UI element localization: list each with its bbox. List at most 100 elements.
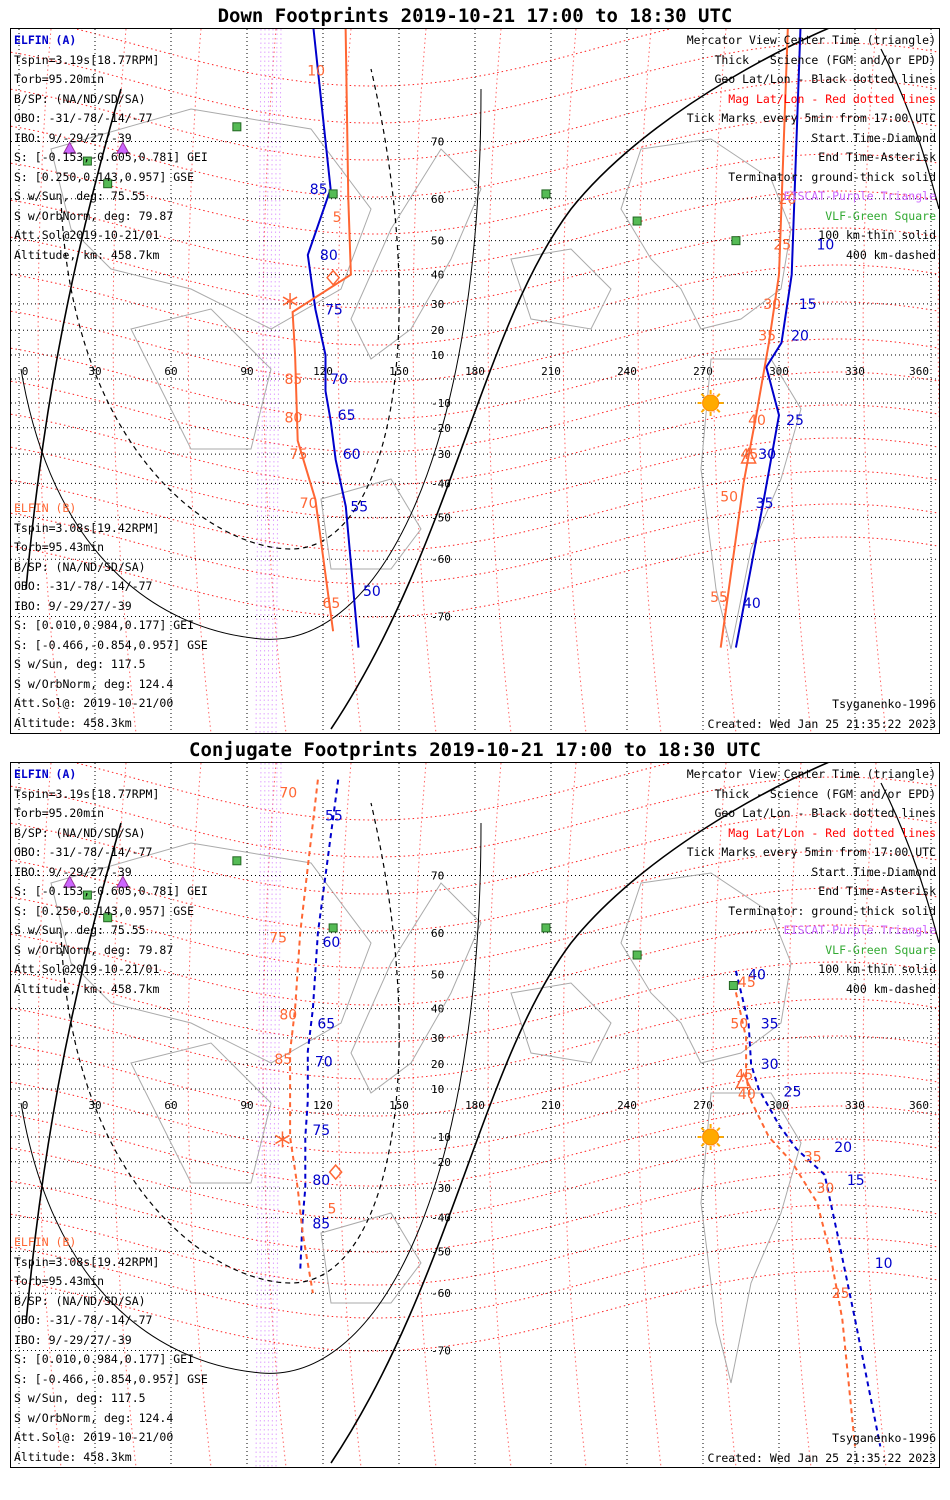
track-tick-label: 25 xyxy=(786,413,804,429)
mag-lon-line xyxy=(37,29,62,733)
purple-line xyxy=(271,763,278,1467)
vlf-square xyxy=(541,189,551,199)
down-footprints-map: 0 30 60 90 120 150 180 210 240 270 300 330 360 70 60 50… xyxy=(10,28,940,734)
info-line: Tspin=3.19s[18.77RPM] xyxy=(14,786,160,801)
info-line: OBO: -31/-78/-14/-77 xyxy=(14,111,153,125)
model-label: Tsyganenko-1996 Created: Wed Jan 25 21:3… xyxy=(707,1429,936,1467)
track-tick-label: 25 xyxy=(832,1286,850,1302)
info-line: Tick Marks every 5min from 17:00 UTC xyxy=(686,111,936,125)
info-line: ELFIN (A) xyxy=(14,767,77,781)
track-b-left: 10 5 85 80 75 70 65 xyxy=(284,29,352,632)
info-line: S w/OrbNorm, deg: 79.87 xyxy=(14,942,174,957)
mag-lon-line xyxy=(862,763,887,1467)
elfin-b-info: ELFIN (B) Tspin=3.08s[19.42RPM] Torb=95.43… xyxy=(14,1233,208,1467)
track-tick-label: 75 xyxy=(325,302,343,318)
lon-tick-label: 60 xyxy=(164,1099,177,1112)
info-line: B/SP: (NA/ND/SD/SA) xyxy=(14,559,146,574)
track-tick-label: 30 xyxy=(758,447,776,463)
lon-tick-label: 330 xyxy=(845,1099,865,1112)
lat-tick-label: -40 xyxy=(431,477,451,490)
coastline xyxy=(130,1042,272,1184)
info-line: IBO: 9/-29/27/-39 xyxy=(14,864,132,879)
info-line: Att.Sol@: 2019-10-21/00 xyxy=(14,696,174,710)
coastline xyxy=(320,1212,422,1304)
orbit-100km-curve xyxy=(20,88,482,640)
mag-lon-line xyxy=(862,29,887,733)
created-text: Created: Wed Jan 25 21:35:22 2023 xyxy=(707,1450,936,1465)
info-line: ELFIN (B) xyxy=(14,1235,77,1249)
info-line: S w/OrbNorm, deg: 124.4 xyxy=(14,676,174,691)
lat-tick-label: 60 xyxy=(431,193,444,206)
purple-line xyxy=(271,29,278,733)
lon-tick-label: 90 xyxy=(240,365,253,378)
track-tick-label: 55 xyxy=(350,500,368,516)
mag-lon-line xyxy=(937,233,939,429)
lat-tick-label: -10 xyxy=(431,397,451,410)
info-line: Terminator: ground-thick solid xyxy=(728,903,936,918)
info-line: IBO: 9/-29/27/-39 xyxy=(14,1332,132,1347)
sun-ray xyxy=(716,408,721,413)
mag-lon-line xyxy=(37,763,62,1467)
mag-lon-line xyxy=(187,29,212,733)
track-tick-label: 75 xyxy=(312,1123,330,1139)
coastline xyxy=(350,148,482,360)
info-line: 400 km-dashed xyxy=(845,247,936,262)
markers xyxy=(62,122,757,464)
eiscat-triangle xyxy=(116,141,130,154)
lat-tick-label: 10 xyxy=(431,1083,444,1096)
vlf-square xyxy=(731,236,741,246)
lat-tick-label: -30 xyxy=(431,1182,451,1195)
purple-line xyxy=(267,29,274,733)
lon-tick-label: 210 xyxy=(541,365,561,378)
track-a-right: 40 35 30 25 20 15 10 xyxy=(734,968,893,1447)
vlf-square xyxy=(328,189,338,199)
lon-tick-label: 180 xyxy=(465,1099,485,1112)
coastline xyxy=(700,1092,802,1384)
mag-lon-line xyxy=(487,763,512,1467)
info-line: Altitude: 458.3km xyxy=(14,715,132,730)
lat-tick-label: -20 xyxy=(431,422,451,435)
info-line: B/SP: (NA/ND/SD/SA) xyxy=(14,1293,146,1308)
lon-tick-label: 150 xyxy=(389,1099,409,1112)
sun-ray xyxy=(700,393,705,398)
lon-tick-label: 330 xyxy=(845,365,865,378)
info-line: B/SP: (NA/ND/SD/SA) xyxy=(14,825,146,840)
info-line: OBO: -31/-78/-14/-77 xyxy=(14,845,153,859)
track-tick-label: 5 xyxy=(328,1201,337,1217)
track-tick-label: 50 xyxy=(720,489,738,505)
info-line: S: [0.250,0.143,0.957] GSE xyxy=(14,903,195,918)
lat-tick-label: 60 xyxy=(431,927,444,940)
lat-tick-label: 50 xyxy=(431,235,444,248)
sun-ray xyxy=(716,1127,721,1132)
vlf-square xyxy=(82,890,92,900)
mag-lon-line xyxy=(487,29,512,733)
lon-tick-label: 90 xyxy=(240,1099,253,1112)
track-tick-label: 25 xyxy=(773,237,791,253)
purple-line xyxy=(263,763,270,1467)
mag-lon-line xyxy=(937,967,939,1163)
info-line: Altitude, km: 458.7km xyxy=(14,981,160,996)
info-line: Mercator View Center Time (triangle) xyxy=(686,33,936,47)
info-line: Mag Lat/Lon - Red dotted lines xyxy=(728,91,936,106)
info-line: IBO: 9/-29/27/-39 xyxy=(14,598,132,613)
down-footprints-canvas: 0 30 60 90 120 150 180 210 240 270 300 330 360706050… xyxy=(11,29,939,733)
lat-tick-label: 70 xyxy=(431,135,444,148)
info-line: Tick Marks every 5min from 17:00 UTC xyxy=(686,845,936,859)
info-line: End Time-Asterisk xyxy=(818,884,936,898)
vlf-square xyxy=(103,913,113,923)
purple-line xyxy=(275,763,282,1467)
track-tick-label: 35 xyxy=(758,328,776,344)
lon-tick-label: 360 xyxy=(909,1099,929,1112)
purple-line xyxy=(259,29,266,733)
lat-tick-label: 70 xyxy=(431,869,444,882)
track-line xyxy=(734,970,882,1447)
conjugate-footprints-canvas: 0 30 60 90 120 150 180 210 240 270 300 330 360706050… xyxy=(11,763,939,1467)
elfin-a-info: ELFIN (A) Tspin=3.19s[18.77RPM] Torb=95.20… xyxy=(14,31,208,265)
track-line xyxy=(306,29,360,648)
eiscat-triangle xyxy=(62,141,77,154)
geo-grid: 0 30 60 90 120 150 180 210 240 270 300 330 360706050… xyxy=(11,29,939,733)
coastline xyxy=(50,842,372,1064)
track-tick-label: 70 xyxy=(300,496,318,512)
info-line: S w/Sun, deg: 117.5 xyxy=(14,657,146,671)
info-line: Torb=95.20min xyxy=(14,806,105,820)
